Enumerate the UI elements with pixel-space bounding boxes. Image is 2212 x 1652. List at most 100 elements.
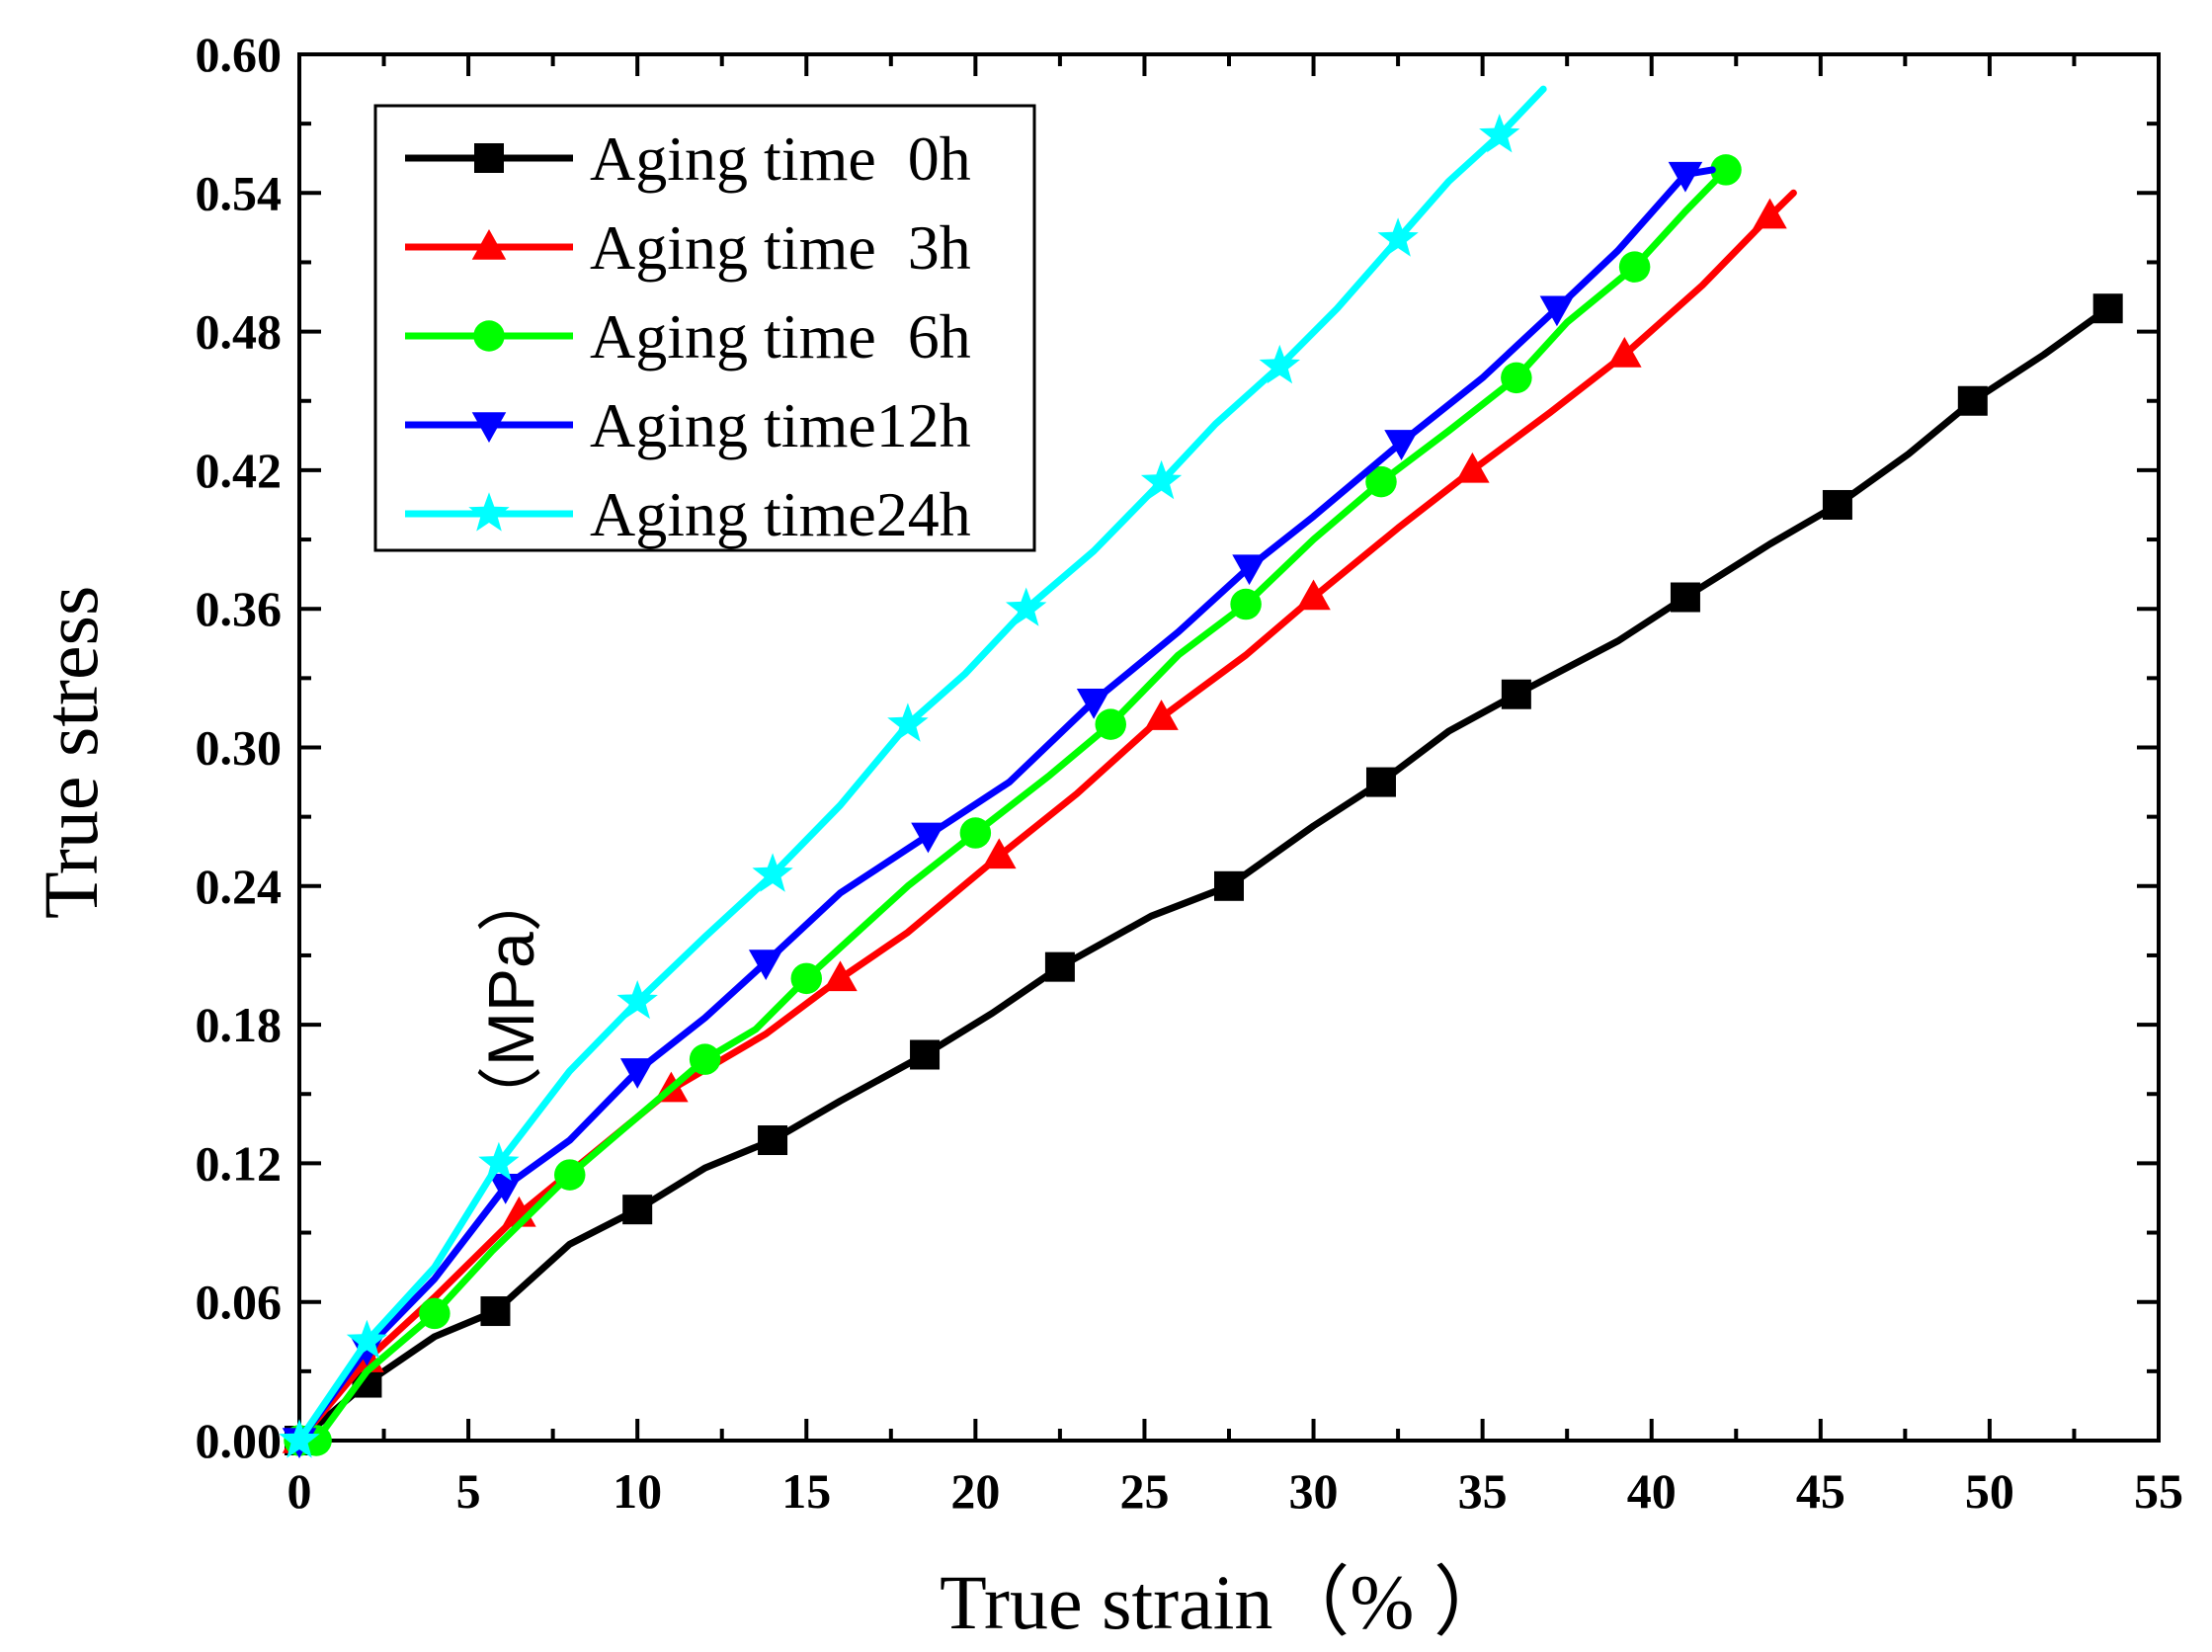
square-marker bbox=[910, 1039, 941, 1070]
x-tick-labels: 0 5 10 15 20 25 30 35 40 45 50 55 bbox=[287, 1463, 2184, 1519]
star-marker bbox=[279, 1419, 320, 1458]
star-marker bbox=[1006, 587, 1047, 626]
legend-label: Aging time 6h bbox=[590, 301, 971, 372]
triangle-up-marker bbox=[823, 960, 858, 992]
x-tick-label: 0 bbox=[287, 1463, 312, 1519]
triangle-down-marker bbox=[748, 950, 783, 980]
y-tick-label: 0.36 bbox=[196, 581, 283, 636]
circle-marker bbox=[473, 320, 505, 352]
y-tick-label: 0.00 bbox=[196, 1413, 283, 1468]
star-marker bbox=[887, 702, 929, 742]
square-marker bbox=[1957, 385, 1988, 416]
series-line bbox=[295, 189, 1797, 1445]
legend-item: Aging time12h bbox=[405, 390, 971, 460]
circle-marker bbox=[1095, 708, 1126, 740]
legend-item: Aging time 3h bbox=[405, 212, 971, 283]
square-marker bbox=[480, 1296, 511, 1327]
y-tick-label: 0.24 bbox=[196, 859, 283, 914]
triangle-down-marker bbox=[471, 412, 507, 443]
circle-marker bbox=[419, 1297, 451, 1330]
legend-item: Aging time 6h bbox=[405, 301, 971, 372]
x-tick-label: 55 bbox=[2134, 1463, 2183, 1519]
triangle-up-marker bbox=[1455, 452, 1490, 483]
x-tick-label: 10 bbox=[613, 1463, 662, 1519]
square-marker bbox=[2092, 293, 2123, 324]
x-axis-title: True strain（% ） bbox=[940, 1559, 1511, 1645]
series-3 bbox=[282, 161, 1716, 1458]
triangle-down-marker bbox=[488, 1174, 523, 1204]
legend-label: Aging time 0h bbox=[590, 124, 971, 194]
x-tick-label: 35 bbox=[1458, 1463, 1508, 1519]
triangle-down-marker bbox=[1076, 688, 1111, 719]
x-tick-label: 45 bbox=[1796, 1463, 1845, 1519]
triangle-up-marker bbox=[1607, 336, 1642, 368]
square-marker bbox=[1365, 767, 1396, 797]
circle-marker bbox=[1230, 588, 1262, 620]
square-marker bbox=[1670, 582, 1700, 613]
circle-marker bbox=[959, 817, 992, 849]
star-marker bbox=[1140, 459, 1183, 500]
y-tick-label: 0.48 bbox=[196, 304, 283, 360]
square-marker bbox=[1822, 489, 1852, 520]
triangle-down-marker bbox=[1539, 295, 1575, 327]
triangle-up-marker bbox=[1296, 579, 1331, 611]
x-tick-label: 40 bbox=[1627, 1463, 1677, 1519]
y-tick-label: 0.54 bbox=[196, 165, 283, 220]
square-marker bbox=[622, 1195, 653, 1225]
y-axis-unit: （MPa） bbox=[474, 867, 547, 1131]
x-tick-label: 15 bbox=[781, 1463, 831, 1519]
square-marker bbox=[1214, 870, 1244, 901]
star-marker bbox=[752, 853, 793, 892]
triangle-up-marker bbox=[1144, 700, 1179, 730]
triangle-down-marker bbox=[619, 1058, 655, 1089]
triangle-down-marker bbox=[1384, 430, 1419, 460]
y-tick-label: 0.06 bbox=[196, 1275, 283, 1330]
x-tick-label: 25 bbox=[1119, 1463, 1169, 1519]
series-4 bbox=[279, 85, 1547, 1458]
series-0 bbox=[285, 293, 2123, 1455]
series-line bbox=[295, 85, 1547, 1445]
circle-marker bbox=[1365, 465, 1397, 498]
triangle-up-marker bbox=[1753, 198, 1787, 229]
y-axis-title: True stress bbox=[28, 586, 114, 919]
triangle-down-marker bbox=[1232, 554, 1267, 586]
legend-label: Aging time12h bbox=[590, 390, 971, 460]
y-tick-label: 0.18 bbox=[196, 997, 283, 1052]
y-tick-label: 0.42 bbox=[196, 443, 283, 498]
circle-marker bbox=[790, 962, 823, 995]
triangle-down-marker bbox=[911, 822, 945, 854]
y-tick-labels: 0.00 0.06 0.12 0.18 0.24 0.30 0.36 0.42 0.48 0.54… bbox=[196, 27, 283, 1468]
x-tick-label: 30 bbox=[1289, 1463, 1339, 1519]
tick-marks bbox=[297, 52, 2161, 1443]
y-tick-label: 0.30 bbox=[196, 720, 283, 776]
star-marker bbox=[1377, 217, 1419, 257]
triangle-up-marker bbox=[471, 229, 507, 260]
legend: Aging time 0h Aging time 3h Aging time 6h A… bbox=[373, 104, 1036, 552]
star-marker bbox=[346, 1319, 388, 1359]
legend-label: Aging time24h bbox=[590, 479, 971, 549]
square-marker bbox=[758, 1125, 788, 1156]
square-marker bbox=[474, 143, 504, 173]
star-marker bbox=[468, 492, 510, 532]
x-tick-label: 20 bbox=[950, 1463, 1000, 1519]
star-marker bbox=[478, 1141, 520, 1181]
triangle-down-marker bbox=[1668, 161, 1703, 193]
circle-marker bbox=[1710, 154, 1742, 186]
circle-marker bbox=[689, 1043, 721, 1075]
star-marker bbox=[1259, 344, 1300, 384]
circle-marker bbox=[1501, 362, 1532, 394]
series-layer bbox=[279, 85, 2123, 1458]
y-tick-label: 0.12 bbox=[196, 1135, 283, 1191]
circle-marker bbox=[1618, 251, 1651, 283]
circle-marker bbox=[553, 1159, 586, 1191]
star-marker bbox=[1479, 114, 1520, 153]
triangle-up-marker bbox=[982, 838, 1017, 869]
star-marker bbox=[616, 980, 658, 1020]
x-tick-label: 50 bbox=[1965, 1463, 2014, 1519]
square-marker bbox=[1044, 951, 1075, 982]
square-marker bbox=[1501, 679, 1531, 709]
legend-item: Aging time24h bbox=[405, 479, 971, 549]
series-line bbox=[295, 166, 1716, 1445]
series-2 bbox=[284, 154, 1742, 1456]
